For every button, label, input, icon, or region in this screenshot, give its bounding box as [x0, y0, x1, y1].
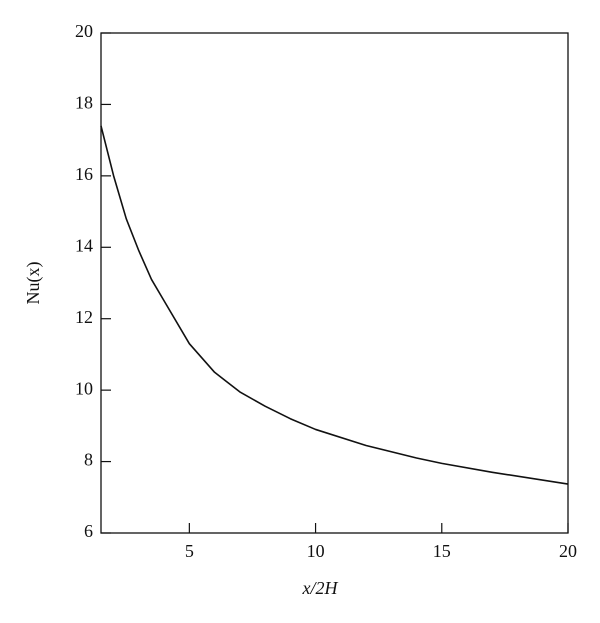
plot-frame — [100, 32, 569, 534]
x-tick-label: 20 — [559, 541, 577, 561]
y-tick-label: 8 — [84, 450, 93, 470]
y-tick-label: 18 — [75, 93, 93, 113]
x-tick-label: 15 — [433, 541, 451, 561]
y-tick-label: 6 — [84, 521, 93, 541]
x-tick-label: 10 — [307, 541, 325, 561]
y-tick-label: 10 — [75, 378, 93, 398]
line-series — [100, 125, 569, 485]
y-tick-label: 12 — [75, 307, 93, 327]
y-tick-label: 20 — [75, 21, 93, 41]
y-axis-label: Nu(x) — [23, 262, 44, 305]
x-axis-label: x/2H — [302, 578, 339, 598]
y-tick-label: 14 — [75, 235, 93, 255]
x-tick-label: 5 — [185, 541, 194, 561]
y-tick-label: 16 — [75, 164, 93, 184]
